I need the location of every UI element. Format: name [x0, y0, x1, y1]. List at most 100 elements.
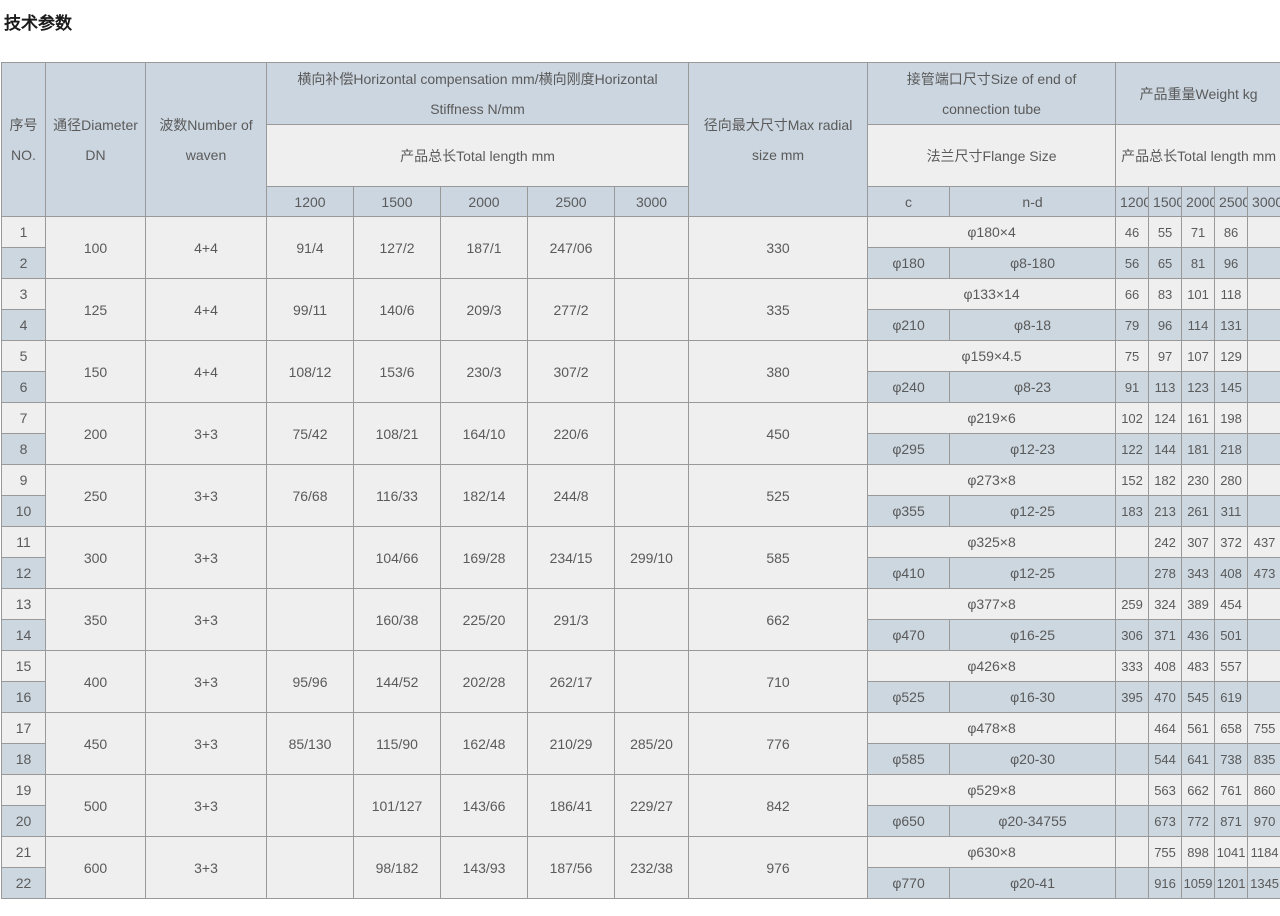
cell-diameter: 500: [46, 775, 146, 837]
cell-wave-number: 3+3: [146, 837, 267, 899]
header-waves: 波数Number of waven: [146, 63, 267, 217]
row-number: 18: [2, 744, 46, 775]
cell-compensation: 108/21: [354, 403, 441, 465]
cell-compensation: 140/6: [354, 279, 441, 341]
cell-diameter: 300: [46, 527, 146, 589]
cell-compensation: [615, 217, 689, 279]
cell-tube-size: φ377×8: [868, 589, 1116, 620]
cell-weight: 230: [1182, 465, 1215, 496]
row-number: 17: [2, 713, 46, 744]
cell-weight: 501: [1215, 620, 1248, 651]
cell-weight: 673: [1149, 806, 1182, 837]
cell-compensation: 99/11: [267, 279, 354, 341]
cell-compensation: 291/3: [528, 589, 615, 651]
cell-wave-number: 3+3: [146, 527, 267, 589]
header-flange-size: 法兰尺寸Flange Size: [868, 125, 1116, 187]
header-flange-c: c: [868, 187, 950, 217]
cell-weight: 408: [1215, 558, 1248, 589]
row-number: 14: [2, 620, 46, 651]
cell-compensation: 220/6: [528, 403, 615, 465]
cell-max-radial: 585: [689, 527, 868, 589]
cell-weight: 83: [1149, 279, 1182, 310]
cell-weight: 835: [1248, 744, 1280, 775]
cell-compensation: 187/56: [528, 837, 615, 899]
cell-diameter: 400: [46, 651, 146, 713]
row-number: 12: [2, 558, 46, 589]
cell-flange-nd: φ12-23: [950, 434, 1116, 465]
cell-compensation: 143/93: [441, 837, 528, 899]
cell-weight: 96: [1149, 310, 1182, 341]
header-connection-tube: 接管端口尺寸Size of end of connection tube: [868, 63, 1116, 125]
cell-compensation: [615, 341, 689, 403]
cell-weight: [1116, 744, 1149, 775]
row-number: 16: [2, 682, 46, 713]
header-max-radial: 径向最大尺寸Max radial size mm: [689, 63, 868, 217]
header-weight: 产品重量Weight kg: [1116, 63, 1280, 125]
cell-compensation: [615, 651, 689, 713]
row-number: 1: [2, 217, 46, 248]
cell-flange-nd: φ20-30: [950, 744, 1116, 775]
cell-wave-number: 4+4: [146, 341, 267, 403]
cell-weight: 102: [1116, 403, 1149, 434]
cell-compensation: [615, 589, 689, 651]
cell-compensation: [267, 775, 354, 837]
cell-weight: 123: [1182, 372, 1215, 403]
cell-weight: 213: [1149, 496, 1182, 527]
cell-flange-c: φ295: [868, 434, 950, 465]
cell-max-radial: 662: [689, 589, 868, 651]
cell-weight: [1116, 527, 1149, 558]
cell-weight: 181: [1182, 434, 1215, 465]
row-number: 2: [2, 248, 46, 279]
cell-compensation: 91/4: [267, 217, 354, 279]
cell-weight: 755: [1149, 837, 1182, 868]
cell-weight: 66: [1116, 279, 1149, 310]
header-comp-length-2500: 2500: [528, 187, 615, 217]
cell-weight: [1248, 682, 1280, 713]
cell-tube-size: φ478×8: [868, 713, 1116, 744]
header-weight-length-1500: 1500: [1149, 187, 1182, 217]
cell-weight: 658: [1215, 713, 1248, 744]
row-number: 21: [2, 837, 46, 868]
cell-compensation: 76/68: [267, 465, 354, 527]
cell-compensation: 162/48: [441, 713, 528, 775]
cell-compensation: 95/96: [267, 651, 354, 713]
cell-weight: 371: [1149, 620, 1182, 651]
header-weight-length-2500: 2500: [1215, 187, 1248, 217]
cell-weight: 131: [1215, 310, 1248, 341]
cell-max-radial: 450: [689, 403, 868, 465]
cell-weight: [1116, 868, 1149, 899]
cell-weight: [1248, 372, 1280, 403]
cell-weight: 1184: [1248, 837, 1280, 868]
cell-weight: 261: [1182, 496, 1215, 527]
cell-weight: 470: [1149, 682, 1182, 713]
cell-compensation: 247/06: [528, 217, 615, 279]
cell-compensation: 299/10: [615, 527, 689, 589]
cell-weight: 71: [1182, 217, 1215, 248]
cell-wave-number: 3+3: [146, 403, 267, 465]
cell-weight: 343: [1182, 558, 1215, 589]
cell-weight: 619: [1215, 682, 1248, 713]
cell-compensation: 115/90: [354, 713, 441, 775]
cell-weight: 563: [1149, 775, 1182, 806]
cell-compensation: 104/66: [354, 527, 441, 589]
cell-weight: 1201: [1215, 868, 1248, 899]
cell-weight: [1116, 775, 1149, 806]
cell-compensation: 225/20: [441, 589, 528, 651]
cell-weight: 473: [1248, 558, 1280, 589]
header-comp-length-1200: 1200: [267, 187, 354, 217]
cell-weight: 437: [1248, 527, 1280, 558]
row-number: 19: [2, 775, 46, 806]
cell-weight: 144: [1149, 434, 1182, 465]
cell-compensation: 85/130: [267, 713, 354, 775]
cell-wave-number: 4+4: [146, 217, 267, 279]
cell-tube-size: φ325×8: [868, 527, 1116, 558]
header-weight-length-3000: 3000: [1248, 187, 1280, 217]
cell-weight: 761: [1215, 775, 1248, 806]
cell-weight: [1248, 434, 1280, 465]
cell-weight: 280: [1215, 465, 1248, 496]
cell-weight: 557: [1215, 651, 1248, 682]
